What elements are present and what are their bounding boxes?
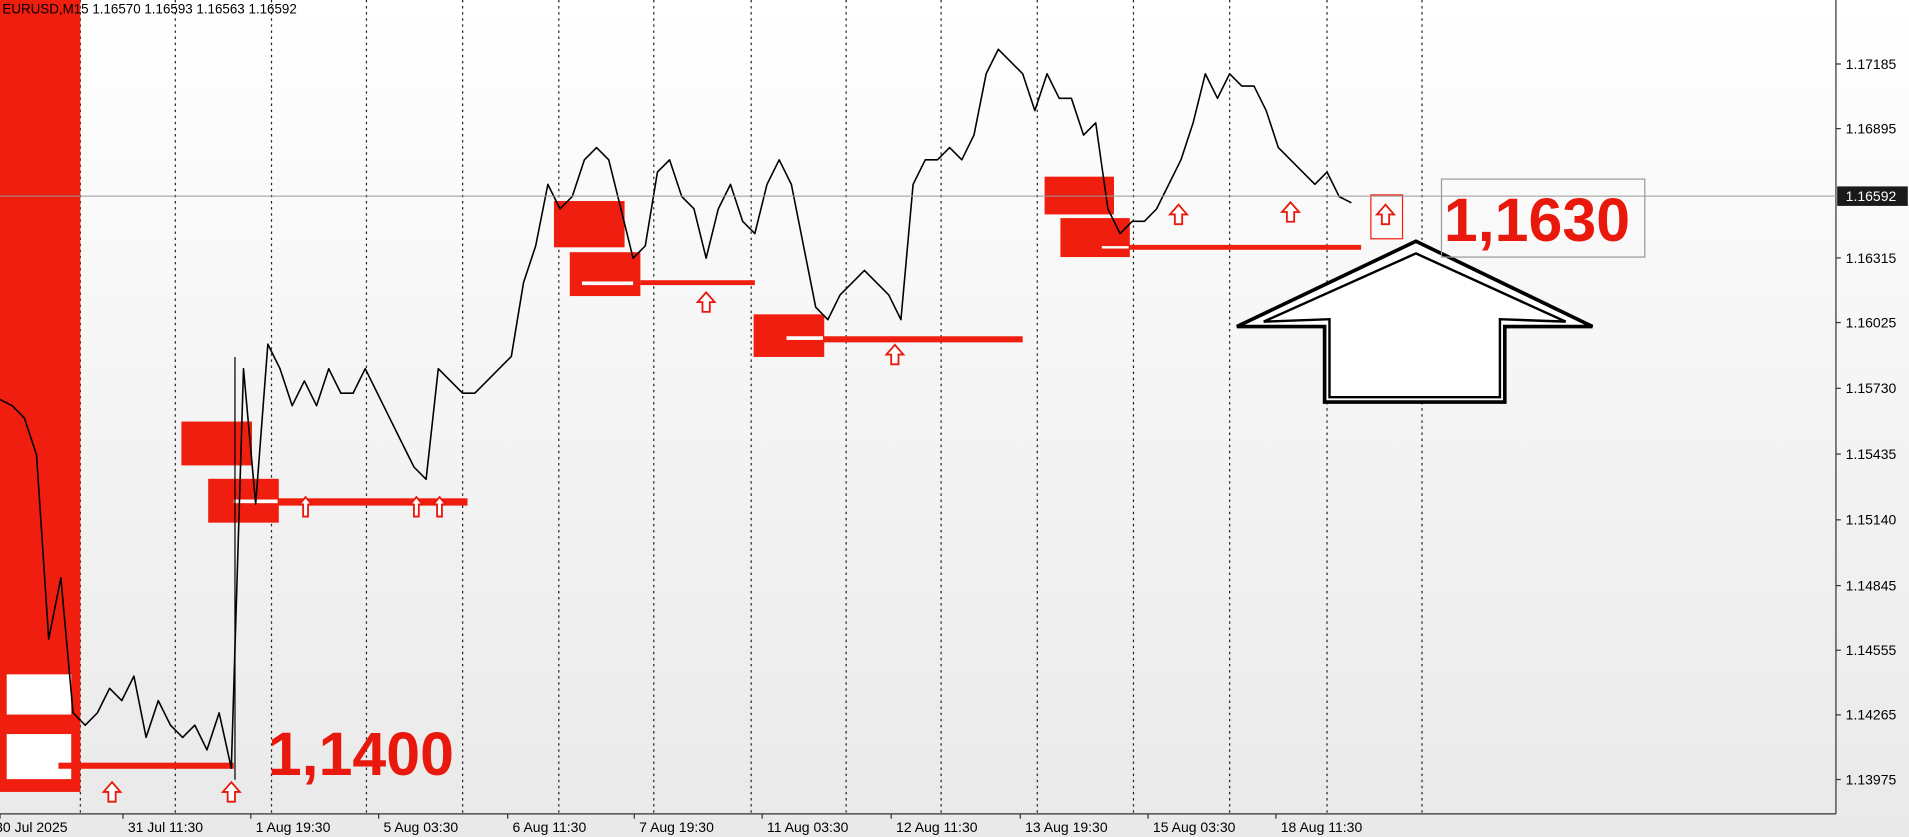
y-tick-label: 1.16025	[1846, 314, 1897, 330]
y-tick-label: 1.13975	[1846, 771, 1897, 787]
x-tick-label: 15 Aug 03:30	[1153, 819, 1236, 835]
y-tick-label: 1.14265	[1846, 707, 1897, 723]
y-tick-label: 1.16315	[1846, 250, 1897, 266]
annotation: 1,1400	[268, 720, 454, 788]
y-tick-label: 1.17185	[1846, 56, 1897, 72]
x-tick-label: 12 Aug 11:30	[896, 819, 978, 835]
annotation-box	[1440, 178, 1646, 258]
x-tick-label: 5 Aug 03:30	[384, 819, 459, 835]
x-tick-label: 18 Aug 11:30	[1281, 819, 1363, 835]
order-blocks	[0, 0, 1404, 792]
chart-header: EURUSD,M15 1.16570 1.16593 1.16563 1.165…	[2, 1, 296, 16]
y-tick-label: 1.15140	[1846, 512, 1897, 528]
x-tick-label: 11 Aug 03:30	[767, 819, 849, 835]
y-tick-label: 1.14845	[1846, 577, 1897, 593]
current-price-label: 1.16592	[1846, 188, 1897, 204]
x-tick-label: 13 Aug 19:30	[1025, 819, 1108, 835]
y-tick-label: 1.14555	[1846, 642, 1897, 658]
x-tick-label: 30 Jul 2025	[0, 819, 68, 835]
y-tick-label: 1.16895	[1846, 120, 1897, 136]
signal-arrows	[101, 200, 1397, 803]
vertical-grid	[79, 0, 1423, 814]
x-tick-label: 7 Aug 19:30	[639, 819, 714, 835]
big-arrow	[1236, 239, 1594, 404]
x-tick-label: 1 Aug 19:30	[256, 819, 331, 835]
y-tick-label: 1.15730	[1846, 380, 1897, 396]
x-tick-label: 31 Jul 11:30	[128, 819, 203, 835]
current-price-box	[1837, 186, 1908, 206]
x-tick-label: 6 Aug 11:30	[513, 819, 587, 835]
y-tick-label: 1.15435	[1846, 446, 1897, 462]
annotation: 1,1630	[1444, 186, 1630, 254]
price-line	[0, 48, 1352, 769]
